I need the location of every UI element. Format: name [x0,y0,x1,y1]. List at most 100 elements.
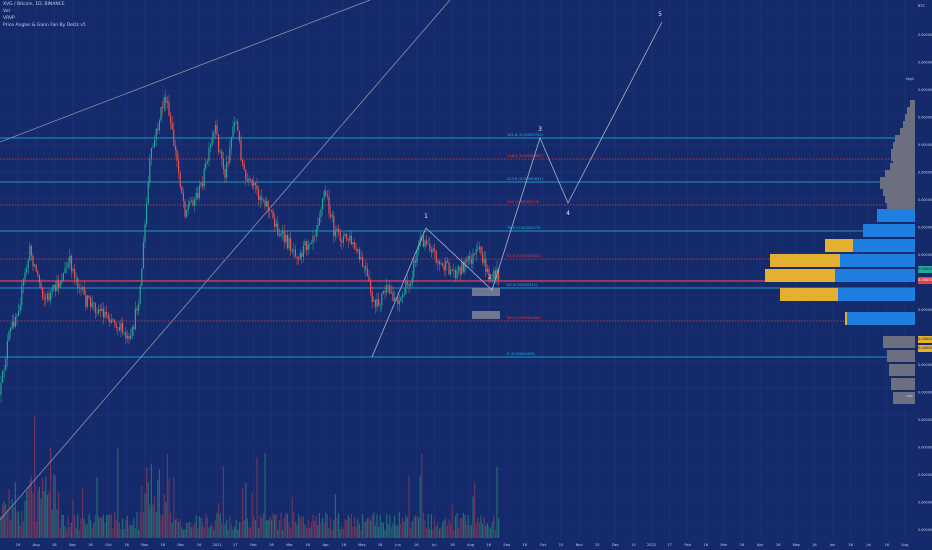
candle-body [117,327,119,329]
volume-bar [394,515,396,538]
volume-bar [181,527,183,538]
profile-bin [889,364,915,376]
candle-body [424,240,426,247]
volume-bar [206,517,208,538]
candle-body [318,217,320,226]
candle-body [477,249,479,250]
time-tick-label: Sep [503,543,510,547]
volume-bar [218,502,220,538]
candle-body [218,134,220,153]
candle-body [85,294,87,307]
time-tick-label: Jun [829,543,836,547]
candle-body [22,279,24,286]
candle-body [350,235,352,245]
volume-bar [469,525,471,538]
candle-body [368,275,370,281]
volume-bar [3,501,5,538]
candle-body [118,327,120,331]
time-tick-label: 19 [16,543,21,547]
volume-bar [333,519,335,538]
candle-body [235,122,237,123]
time-tick-label: Nov [576,543,584,547]
time-axis[interactable]: 19 Aug 16 Sep 16 Oct 16 Nov 16 Dec 16 2021 17 Feb 16 Ma… [16,543,909,547]
candle-body [395,297,397,299]
time-tick-label: Mar [721,543,728,547]
volume-bar [264,452,266,538]
indicator-vol[interactable]: Vol [3,9,10,14]
candle-body [163,97,165,109]
candle-body [374,300,376,307]
volume-bar [331,529,333,538]
volume-bar [389,514,391,538]
volume-bar [162,515,164,538]
volume-bar [454,516,456,538]
candle-body [480,246,482,254]
volume-bar [326,514,328,538]
candle-body [493,270,495,280]
candle-body [194,198,196,206]
volume-bar [30,476,32,538]
candle-body [58,280,60,288]
candle-body [43,297,45,300]
candle-body [333,215,335,237]
volume-bar [285,512,287,538]
candle-body [304,241,306,246]
volume-bar [253,515,255,538]
time-tick-label: 16 [124,543,129,547]
candle-body [459,266,461,275]
candle-body [299,253,301,260]
volume-bar [261,517,263,538]
volume-bar [341,526,343,538]
time-tick-label: Dec [612,543,619,547]
volume-bar [170,512,172,538]
candle-body [150,147,152,159]
volume-bar [154,496,156,538]
volume-bar [365,521,367,538]
volume-bar [296,524,298,538]
candle-body [106,312,108,315]
fib-level-label: 138.2 (0.00000662) [507,154,544,158]
fib-levels: 161.8 (0.00000743) 138.2 (0.00000662) 123.… [0,133,915,358]
candle-body [488,268,490,281]
volume-bar [118,522,120,538]
volume-bar [450,523,452,538]
volume-bar [288,523,290,538]
volume-bar [371,515,373,538]
volume-bar [283,517,285,538]
symbol-title: XVG / Bitcoin, 1D, BINANCE [3,2,65,7]
volume-bar [0,515,2,538]
volume-bar [376,513,378,538]
volume-bar [360,529,362,538]
candle-body [141,268,143,286]
time-tick-label: Jul [431,543,436,547]
candle-body [78,287,80,289]
volume-bar [458,528,460,538]
candle-body [216,124,218,135]
candle-body [237,122,239,131]
volume-bar [429,529,431,538]
candle-body [136,308,138,311]
volume-bar [240,522,242,538]
candle-body [165,97,167,104]
candle-body [142,242,144,269]
candle-body [34,264,36,267]
candle-body [160,106,162,121]
candle-body [256,185,258,190]
candle-body [408,284,410,287]
volume-bar [368,517,370,538]
volume-bar [178,521,180,538]
volume-bar [77,514,79,538]
indicator-gann-fan[interactable]: Price Angles & Gann Fan By DeOz v5 [3,23,86,28]
time-tick-label: 16 [704,543,709,547]
candle-body [392,292,394,301]
candle-body [214,124,216,133]
candle-body [386,285,388,293]
volume-bar [338,513,340,538]
volume-bar [237,529,239,538]
candle-body [99,309,101,312]
candle-body [371,292,373,302]
volume-bar [213,529,215,538]
candle-body [293,249,295,251]
indicator-vrvp[interactable]: VRVP [3,16,15,21]
